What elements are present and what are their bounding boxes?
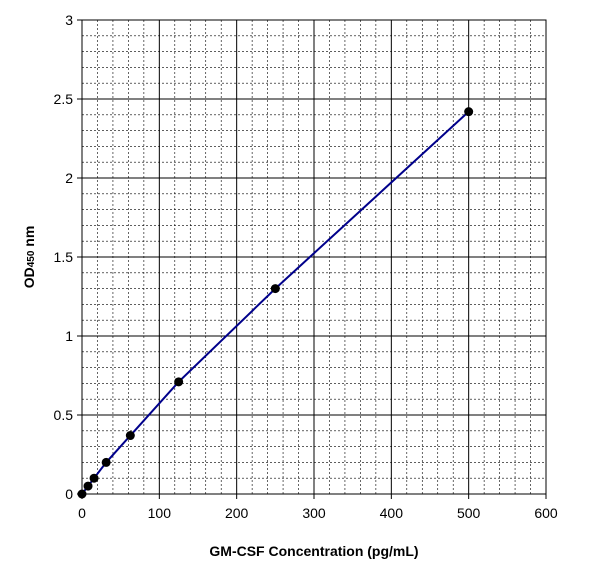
x-tick-label: 600 (534, 505, 558, 521)
y-tick-label: 0.5 (54, 407, 74, 423)
x-tick-label: 300 (302, 505, 326, 521)
x-tick-label: 0 (78, 505, 86, 521)
x-tick-label: 500 (457, 505, 481, 521)
y-axis-title-main: OD (21, 267, 37, 288)
y-axis-ticks: 0 0.5 1 1.5 2 2.5 3 (54, 12, 82, 502)
x-axis-ticks: 0 100 200 300 400 500 600 (78, 494, 558, 521)
y-tick-label: 2 (65, 170, 73, 186)
data-point (174, 377, 184, 387)
x-tick-label: 100 (148, 505, 172, 521)
major-gridlines (81, 19, 547, 495)
data-point (77, 489, 87, 499)
data-point (83, 481, 93, 491)
x-tick-label: 400 (380, 505, 404, 521)
data-point (270, 284, 280, 294)
y-axis-title-suffix: nm (21, 226, 37, 251)
data-point (101, 457, 111, 467)
series-layer (77, 107, 474, 499)
y-axis-title: OD450 nm (21, 226, 37, 289)
y-tick-label: 2.5 (54, 91, 74, 107)
y-tick-label: 1.5 (54, 249, 74, 265)
y-tick-label: 1 (65, 328, 73, 344)
y-tick-label: 0 (65, 486, 73, 502)
x-tick-label: 200 (225, 505, 249, 521)
y-tick-label: 3 (65, 12, 73, 28)
x-axis-title: GM-CSF Concentration (pg/mL) (209, 543, 418, 559)
series-line (81, 110, 470, 495)
data-point (125, 431, 135, 441)
y-axis-title-subscript: 450 (26, 250, 37, 267)
data-point (464, 107, 474, 117)
data-point (89, 473, 99, 483)
